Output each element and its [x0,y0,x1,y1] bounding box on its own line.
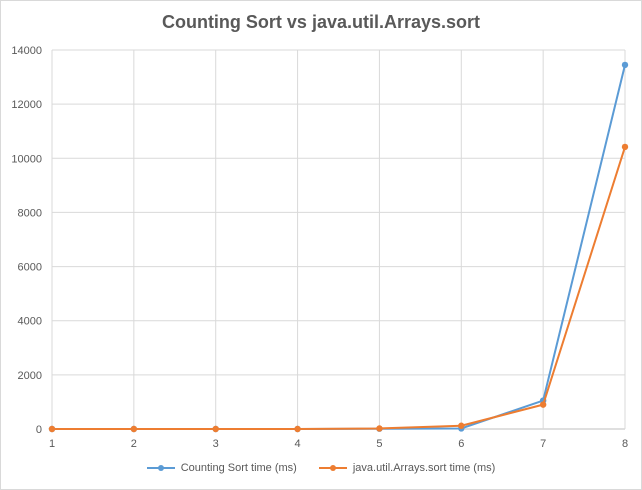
y-tick-label: 12000 [11,99,42,111]
series-1-point [212,425,219,433]
y-axis-ticks: 0 2000 4000 6000 8000 10000 12000 14000 [11,45,42,436]
legend-item-counting-sort[interactable]: Counting Sort time (ms) [146,462,297,474]
x-tick-label: 2 [131,438,137,450]
chart-title: Counting Sort vs java.util.Arrays.sort [161,12,481,32]
series-1-point [376,425,383,432]
x-tick-label: 1 [49,438,55,450]
legend: Counting Sort time (ms) java.util.Arrays… [1,462,641,474]
y-tick-label: 8000 [18,207,42,219]
series-1-point [294,425,301,433]
x-tick-label: 5 [376,438,382,450]
series-1-point [48,425,56,433]
series-line-1 [52,146,626,430]
y-tick-label: 10000 [11,153,42,165]
x-tick-label: 7 [540,438,546,450]
series-1-point [621,143,629,151]
legend-swatch-counting-sort [146,465,175,471]
x-tick-label: 4 [295,438,301,450]
x-tick-label: 3 [213,438,219,450]
x-tick-label: 6 [458,438,464,450]
y-tick-label: 4000 [18,316,42,328]
series-0-point [621,61,629,69]
series-1-point [539,401,547,408]
grid-layer [51,49,626,430]
legend-label-arrays-sort: java.util.Arrays.sort time (ms) [352,462,496,474]
y-tick-label: 0 [36,424,42,436]
y-tick-label: 14000 [11,45,42,57]
legend-label-counting-sort: Counting Sort time (ms) [180,462,297,474]
x-tick-label: 8 [622,438,628,450]
x-axis-ticks: 1 2 3 4 5 6 7 8 [49,438,628,450]
y-tick-label: 6000 [18,262,42,274]
series-1-point [130,425,138,433]
series-1-point [458,422,465,429]
y-tick-label: 2000 [18,370,42,382]
series-layer [48,61,629,433]
legend-item-arrays-sort[interactable]: java.util.Arrays.sort time (ms) [318,462,496,474]
legend-swatch-arrays-sort [318,465,347,471]
